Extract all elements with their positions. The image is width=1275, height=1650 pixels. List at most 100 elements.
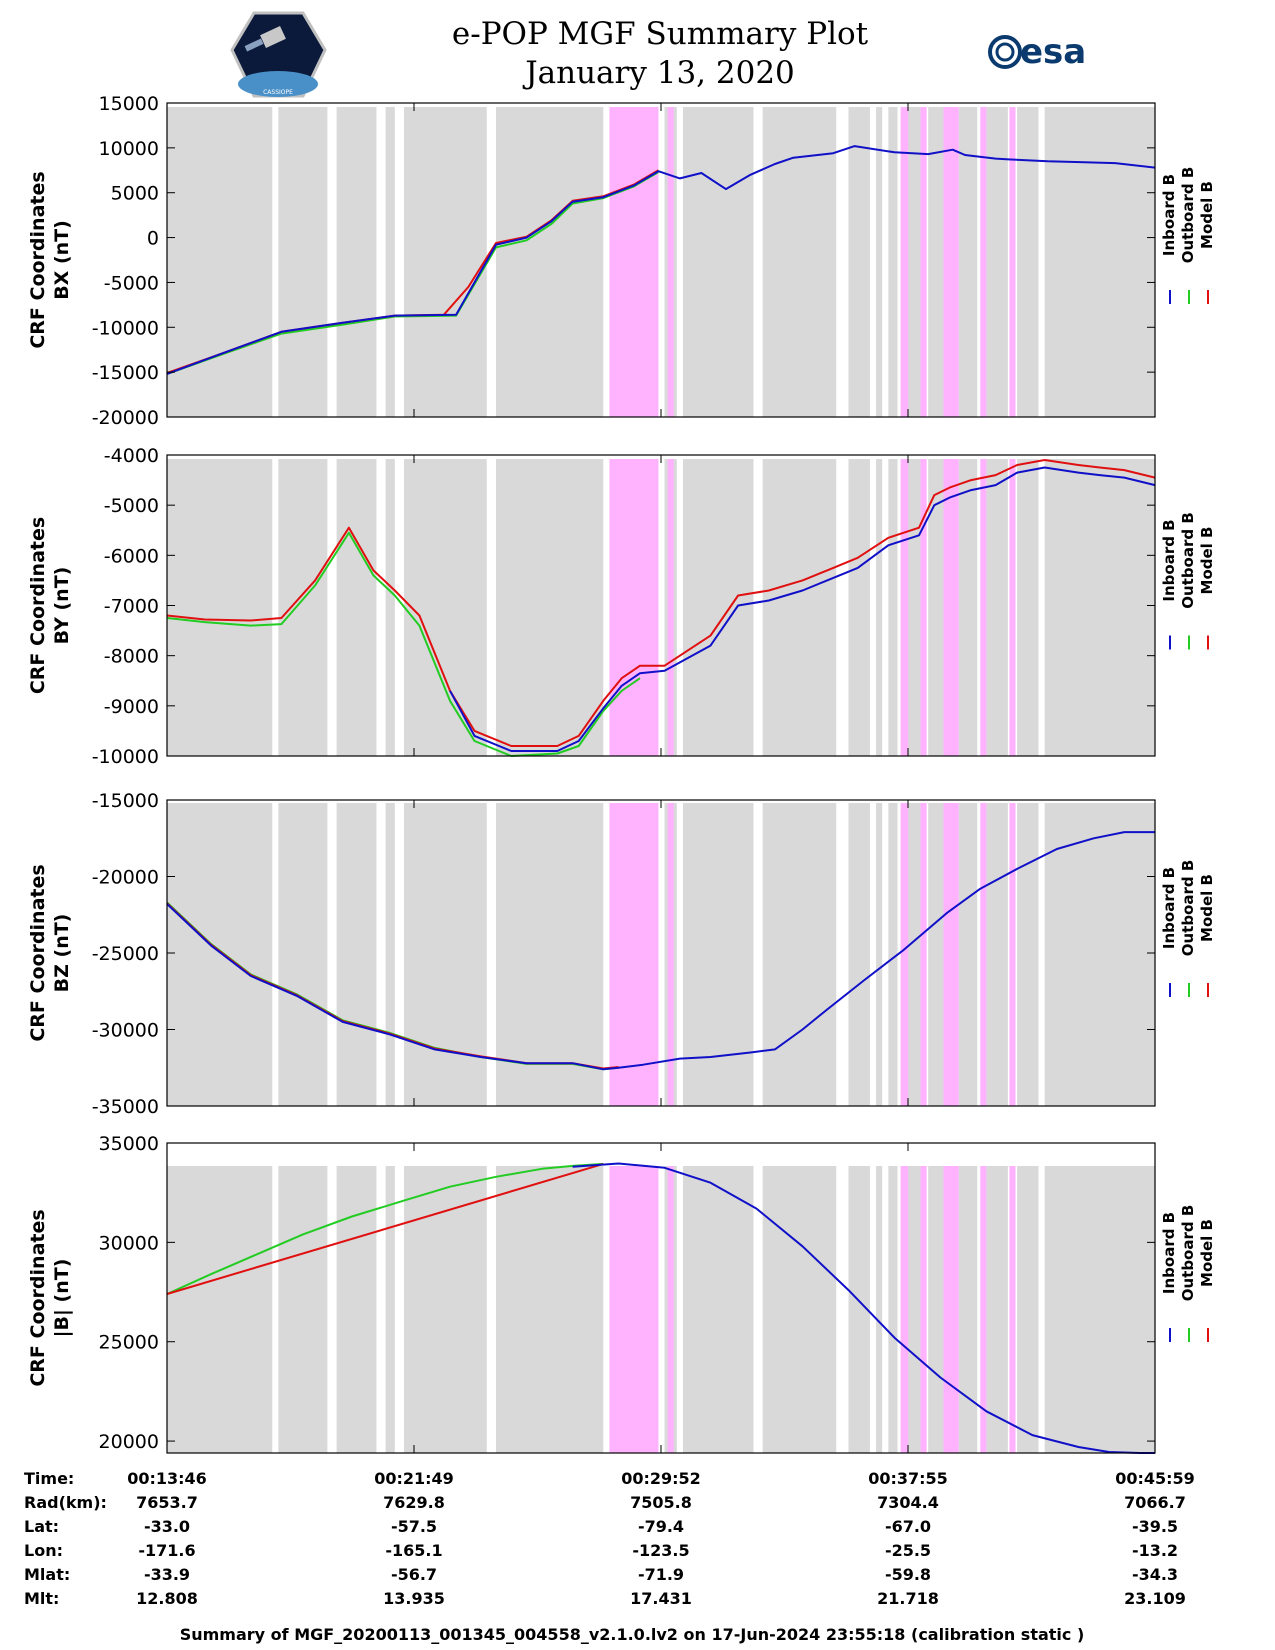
table-cell: 13.935: [383, 1589, 445, 1608]
flag-band: [667, 803, 674, 1106]
flag-band: [900, 459, 909, 756]
y-tick-label: 30000: [99, 1232, 159, 1254]
flag-band: [1009, 1166, 1016, 1453]
data-gap-band: [278, 803, 328, 1106]
y-tick-label: -5000: [104, 495, 159, 517]
y-tick-label: 0: [147, 228, 159, 250]
y-tick-label: -5000: [104, 272, 159, 294]
data-gap-band: [762, 803, 837, 1106]
y-axis-label: CRF Coordinates |B| (nT): [27, 1209, 73, 1386]
data-gap-band: [495, 803, 604, 1106]
flag-band: [980, 459, 987, 756]
flag-band: [609, 1166, 659, 1453]
series-inboard-b: [166, 145, 1156, 375]
y-tick-label: 20000: [99, 1431, 159, 1453]
data-gap-band: [278, 1166, 328, 1453]
flag-band: [900, 1166, 909, 1453]
data-gap-band: [167, 1166, 273, 1453]
orbit-table: Time: Rad(km): Lat: Lon: Mlat: Mlt: 00:13:46 76…: [24, 1469, 1195, 1608]
data-gap-band: [1017, 107, 1039, 417]
data-gap-band: [1044, 803, 1155, 1106]
data-gap-band: [336, 1166, 377, 1453]
data-gap-band: [336, 803, 377, 1106]
flag-band: [667, 459, 674, 756]
data-gap-band: [167, 459, 273, 756]
table-cell: -123.5: [632, 1541, 689, 1560]
flag-band: [943, 1166, 959, 1453]
data-gap-band: [986, 1166, 1008, 1453]
y-tick-label: -4000: [104, 445, 159, 467]
table-cell: -59.8: [885, 1565, 931, 1584]
data-gap-band: [762, 459, 837, 756]
data-gap-band: [167, 107, 273, 417]
table-cell: -25.5: [885, 1541, 931, 1560]
data-gap-band: [1017, 1166, 1039, 1453]
table-cell: -34.3: [1132, 1565, 1178, 1584]
series-outboard-b: [166, 531, 641, 757]
data-gap-band: [986, 107, 1008, 417]
data-gap-band: [848, 803, 870, 1106]
data-gap-band: [682, 459, 754, 756]
panel-4: 20000 25000 30000 35000 CRF Coordinates |B| (…: [27, 1133, 1216, 1454]
data-gap-band: [958, 459, 978, 756]
series-inboard-b: [449, 466, 1156, 752]
series-inboard-b: [166, 831, 1155, 1071]
data-gap-band: [336, 459, 377, 756]
legend-label: Model B: [1198, 1219, 1216, 1287]
y-tick-label: -20000: [92, 867, 159, 889]
data-gap-band: [385, 1166, 395, 1453]
data-gap-band: [986, 803, 1008, 1106]
table-cell: 00:29:52: [621, 1469, 701, 1488]
legend-label: Model B: [1198, 181, 1216, 249]
data-gap-band: [848, 107, 870, 417]
data-gap-band: [958, 1166, 978, 1453]
data-gap-band: [958, 803, 978, 1106]
y-tick-label: 5000: [111, 183, 159, 205]
flag-band: [920, 107, 927, 417]
table-cell: 00:45:59: [1115, 1469, 1195, 1488]
data-gap-band: [1044, 459, 1155, 756]
data-gap-band: [495, 107, 604, 417]
table-cell: -33.0: [144, 1517, 190, 1536]
data-gap-band: [762, 107, 837, 417]
data-gap-band: [928, 459, 947, 756]
flag-band: [1009, 803, 1016, 1106]
esa-logo-text: esa: [1020, 32, 1086, 72]
flag-band: [900, 107, 909, 417]
series-outboard-b: [166, 1162, 604, 1295]
table-cell: -13.2: [1132, 1541, 1178, 1560]
data-gap-band: [385, 107, 395, 417]
panel-3: -35000 -30000 -25000 -20000 -15000 CRF Coordi…: [27, 790, 1216, 1118]
data-gap-band: [495, 459, 604, 756]
table-cell: -39.5: [1132, 1517, 1178, 1536]
data-gap-band: [848, 1166, 870, 1453]
data-gap-band: [336, 107, 377, 417]
y-tick-label: -35000: [92, 1096, 159, 1118]
flag-band: [920, 1166, 927, 1453]
series-inboard-b: [572, 1162, 1155, 1454]
data-gap-band: [278, 459, 328, 756]
data-gap-band: [404, 459, 487, 756]
table-row-label: Lon:: [24, 1541, 63, 1560]
legend-label: Model B: [1198, 874, 1216, 942]
y-tick-label: -10000: [92, 746, 159, 768]
panel-1: -20000 -15000 -10000 -5000 0 5000 10000 15000 CR…: [27, 93, 1216, 429]
series-model-b: [166, 1162, 604, 1295]
flag-band: [900, 803, 909, 1106]
y-tick-label: 15000: [99, 93, 159, 115]
data-gap-band: [928, 1166, 947, 1453]
flag-band: [980, 803, 987, 1106]
legend-label: Outboard B: [1179, 860, 1197, 957]
y-tick-label: -25000: [92, 943, 159, 965]
data-gap-band: [1044, 107, 1155, 417]
flag-band: [943, 107, 959, 417]
y-axis-label: CRF Coordinates BX (nT): [27, 171, 73, 348]
y-tick-label: -30000: [92, 1020, 159, 1042]
table-cell: 00:13:46: [127, 1469, 207, 1488]
panel-2: -10000 -9000 -8000 -7000 -6000 -5000 -4000 CRF …: [27, 445, 1216, 768]
y-tick-label: 25000: [99, 1332, 159, 1354]
data-gap-band: [928, 107, 947, 417]
table-cell: 17.431: [630, 1589, 692, 1608]
data-gap-band: [167, 803, 273, 1106]
